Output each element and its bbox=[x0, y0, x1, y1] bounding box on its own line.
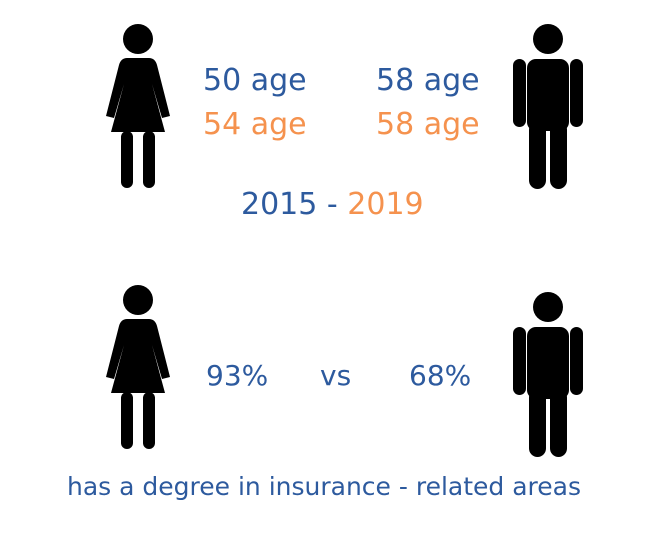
male-degree-percent: 68% bbox=[409, 359, 472, 392]
male-person-icon bbox=[513, 292, 583, 457]
male-person-icon bbox=[513, 24, 583, 189]
female-person-icon bbox=[106, 285, 170, 449]
year-separator: - bbox=[317, 187, 348, 222]
degree-caption: has a degree in insurance - related area… bbox=[67, 472, 581, 501]
male-age-2015: 58 age bbox=[376, 63, 480, 98]
female-person-icon bbox=[106, 24, 170, 188]
male-age-2019: 58 age bbox=[376, 107, 480, 142]
year-range: 2015 - 2019 bbox=[241, 188, 424, 222]
female-degree-percent: 93% bbox=[206, 359, 269, 392]
female-age-2019: 54 age bbox=[203, 107, 307, 142]
year-start: 2015 bbox=[241, 187, 318, 222]
vs-label: vs bbox=[320, 359, 352, 392]
year-end: 2019 bbox=[347, 187, 424, 222]
female-age-2015: 50 age bbox=[203, 63, 307, 98]
